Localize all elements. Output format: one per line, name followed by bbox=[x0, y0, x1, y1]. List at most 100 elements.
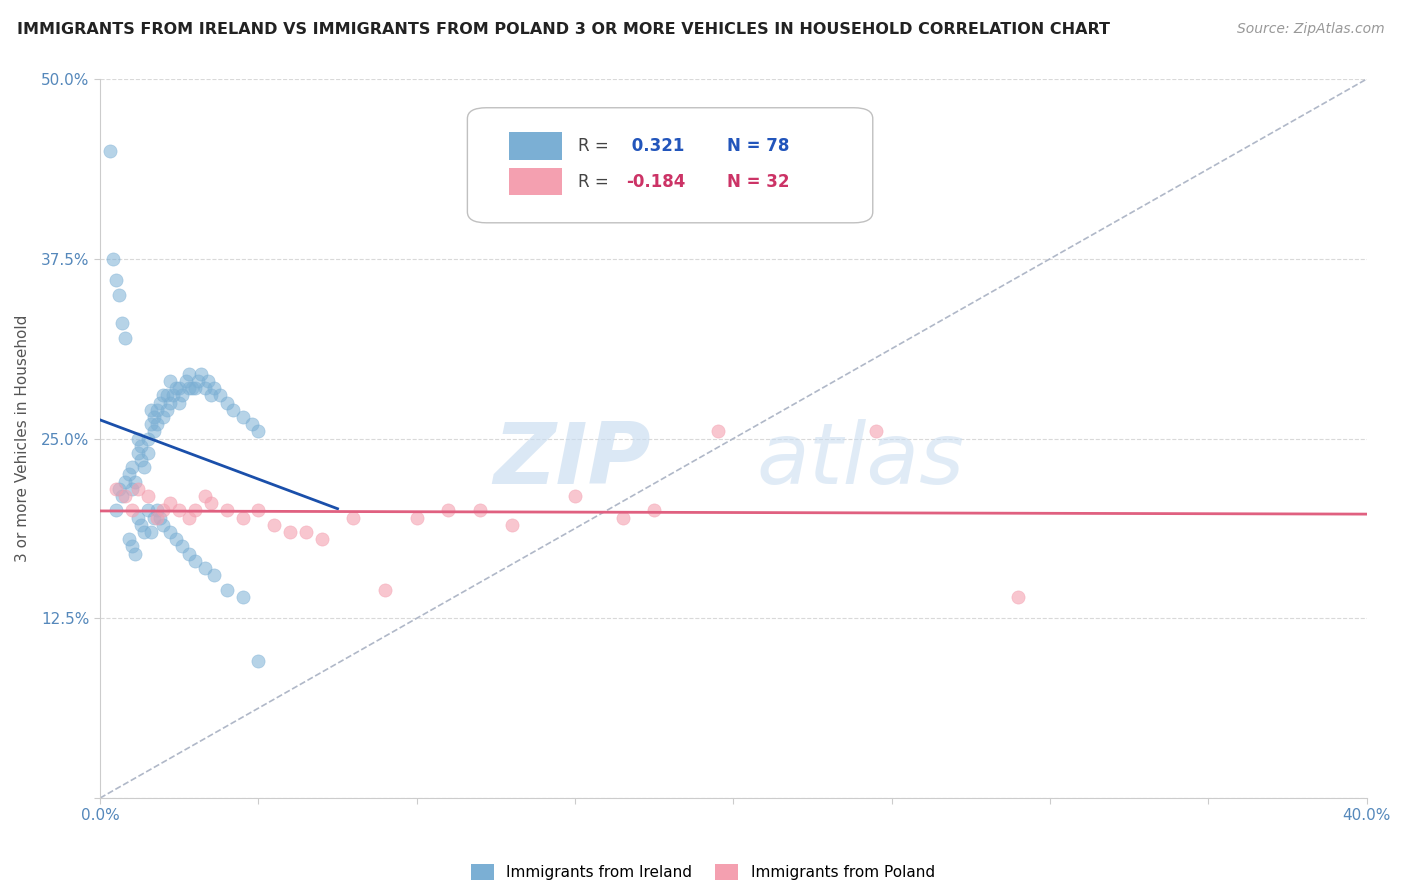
Point bbox=[167, 381, 190, 395]
Point bbox=[184, 554, 207, 568]
Point bbox=[215, 503, 238, 517]
Point bbox=[114, 489, 136, 503]
Point bbox=[564, 489, 586, 503]
Point bbox=[111, 317, 134, 331]
Point bbox=[165, 532, 187, 546]
Point bbox=[146, 417, 169, 431]
FancyBboxPatch shape bbox=[509, 132, 562, 160]
Point bbox=[193, 489, 215, 503]
Point bbox=[117, 532, 139, 546]
Point bbox=[342, 510, 364, 524]
Point bbox=[152, 409, 174, 424]
Point bbox=[167, 395, 190, 409]
Point bbox=[139, 402, 162, 417]
Y-axis label: 3 or more Vehicles in Household: 3 or more Vehicles in Household bbox=[15, 315, 30, 562]
Point bbox=[121, 503, 143, 517]
Point bbox=[127, 432, 149, 446]
Point bbox=[162, 388, 184, 402]
Point bbox=[165, 381, 187, 395]
Point bbox=[232, 409, 254, 424]
Point bbox=[104, 482, 127, 496]
Point bbox=[295, 524, 318, 539]
Point bbox=[405, 510, 427, 524]
Point bbox=[247, 655, 270, 669]
Point bbox=[155, 402, 177, 417]
Point bbox=[117, 467, 139, 482]
Point bbox=[200, 496, 222, 510]
Point bbox=[501, 517, 523, 532]
Point bbox=[142, 425, 165, 439]
Point bbox=[167, 503, 190, 517]
Point bbox=[232, 510, 254, 524]
Point bbox=[232, 590, 254, 604]
Point bbox=[193, 561, 215, 575]
Text: atlas: atlas bbox=[756, 418, 965, 501]
Text: N = 78: N = 78 bbox=[727, 136, 789, 155]
Point bbox=[159, 374, 181, 388]
Point bbox=[136, 432, 159, 446]
Text: -0.184: -0.184 bbox=[626, 173, 685, 191]
Point bbox=[247, 503, 270, 517]
Point bbox=[124, 475, 146, 489]
Point bbox=[152, 503, 174, 517]
Point bbox=[139, 417, 162, 431]
Point bbox=[177, 547, 200, 561]
Point bbox=[865, 425, 887, 439]
Point bbox=[193, 381, 215, 395]
Point bbox=[200, 388, 222, 402]
Point bbox=[172, 388, 194, 402]
Point bbox=[136, 446, 159, 460]
Point bbox=[159, 524, 181, 539]
Point bbox=[643, 503, 665, 517]
FancyBboxPatch shape bbox=[467, 108, 873, 223]
Point bbox=[278, 524, 301, 539]
Point bbox=[136, 503, 159, 517]
Point bbox=[215, 582, 238, 597]
Point bbox=[197, 374, 219, 388]
Text: ZIP: ZIP bbox=[494, 418, 651, 501]
Point bbox=[180, 381, 202, 395]
Point bbox=[121, 540, 143, 554]
Point bbox=[129, 453, 152, 467]
Point bbox=[222, 402, 245, 417]
Point bbox=[104, 273, 127, 287]
Point bbox=[127, 446, 149, 460]
Point bbox=[101, 252, 124, 266]
Point bbox=[152, 388, 174, 402]
Point bbox=[146, 402, 169, 417]
Point bbox=[468, 503, 491, 517]
Point bbox=[152, 517, 174, 532]
Point bbox=[240, 417, 263, 431]
Point bbox=[114, 331, 136, 345]
Point bbox=[159, 496, 181, 510]
Point bbox=[1007, 590, 1029, 604]
Point bbox=[374, 582, 396, 597]
Text: R =: R = bbox=[578, 136, 613, 155]
Point bbox=[121, 482, 143, 496]
Point bbox=[134, 460, 156, 475]
Point bbox=[187, 374, 209, 388]
Point bbox=[108, 287, 131, 301]
Point bbox=[247, 425, 270, 439]
Point bbox=[142, 409, 165, 424]
Point bbox=[146, 510, 169, 524]
Point bbox=[437, 503, 460, 517]
Point bbox=[612, 510, 634, 524]
Point bbox=[111, 489, 134, 503]
Point bbox=[706, 425, 728, 439]
Point bbox=[127, 510, 149, 524]
Point bbox=[209, 388, 232, 402]
Point bbox=[184, 503, 207, 517]
Text: IMMIGRANTS FROM IRELAND VS IMMIGRANTS FROM POLAND 3 OR MORE VEHICLES IN HOUSEHOL: IMMIGRANTS FROM IRELAND VS IMMIGRANTS FR… bbox=[17, 22, 1109, 37]
Point bbox=[202, 568, 225, 582]
Point bbox=[108, 482, 131, 496]
Point bbox=[124, 547, 146, 561]
Text: 0.321: 0.321 bbox=[626, 136, 685, 155]
Point bbox=[134, 524, 156, 539]
Point bbox=[121, 460, 143, 475]
Point bbox=[142, 510, 165, 524]
Point bbox=[127, 482, 149, 496]
Point bbox=[98, 144, 121, 158]
Point bbox=[190, 367, 212, 381]
Point bbox=[129, 517, 152, 532]
